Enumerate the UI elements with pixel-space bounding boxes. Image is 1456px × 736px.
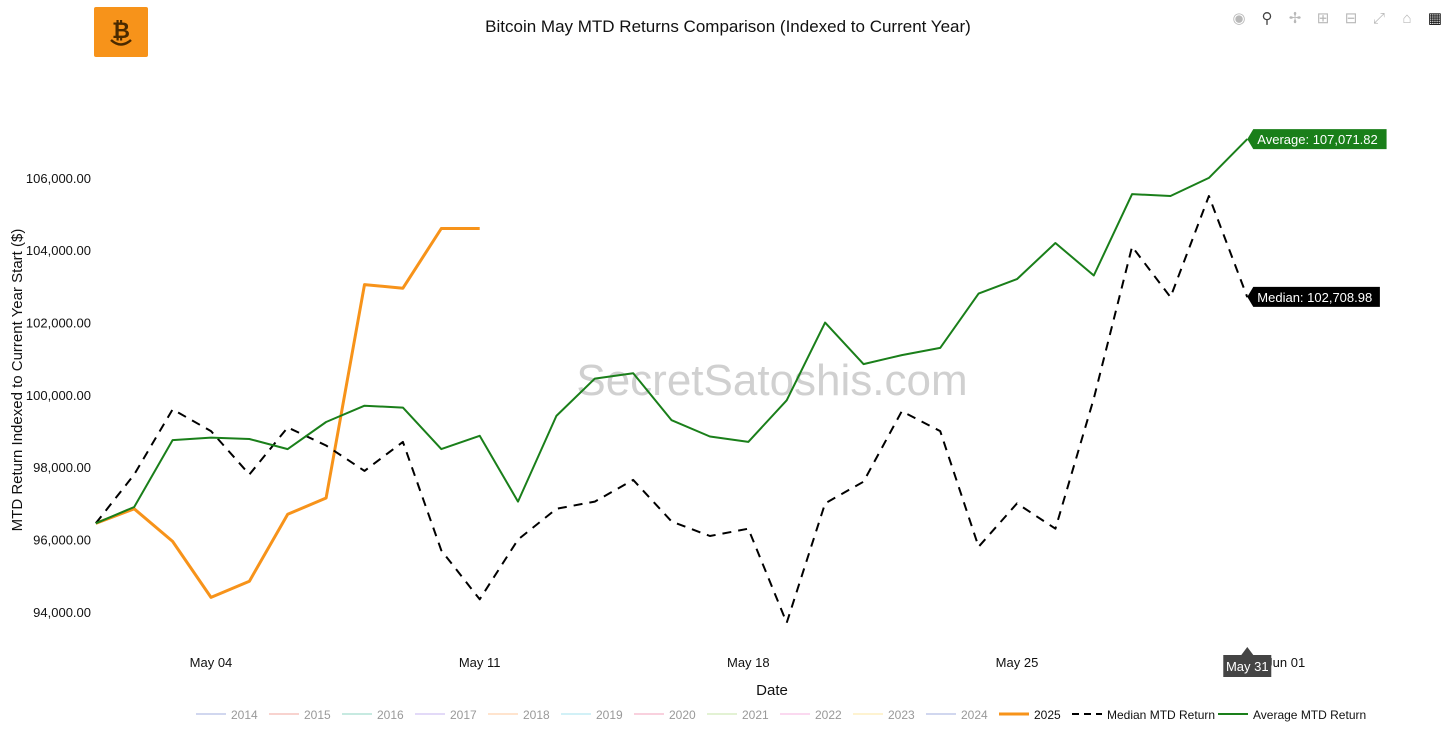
x-hover-label: May 31 bbox=[1223, 647, 1272, 677]
end-value-label-text: Median: 102,708.98 bbox=[1257, 290, 1372, 305]
plot-area bbox=[95, 138, 1249, 624]
x-tick-label: May 18 bbox=[727, 655, 770, 670]
legend: 2014 2015 2016 2017 2018 2019 2020 2021 2022 2023… bbox=[196, 708, 1366, 722]
series-line-2025[interactable] bbox=[95, 227, 480, 599]
legend-item[interactable]: 2019 bbox=[561, 708, 623, 722]
legend-item[interactable]: 2018 bbox=[488, 708, 550, 722]
legend-label: Average MTD Return bbox=[1253, 708, 1366, 722]
watermark: SecretSatoshis.com bbox=[576, 356, 967, 405]
legend-item[interactable]: 2023 bbox=[853, 708, 915, 722]
autoscale-icon[interactable]: ⤢ bbox=[1372, 10, 1385, 27]
chart-title: Bitcoin May MTD Returns Comparison (Inde… bbox=[485, 17, 971, 36]
legend-item[interactable]: 2014 bbox=[196, 708, 258, 722]
legend-item[interactable]: 2021 bbox=[707, 708, 769, 722]
legend-item[interactable]: 2025 bbox=[999, 708, 1061, 722]
chart-toolbar: ◉ ⚲ ✢ ⊞ ⊟ ⤢ ⌂ ▦ bbox=[1230, 10, 1444, 28]
legend-label: 2015 bbox=[304, 708, 331, 722]
y-tick-label: 98,000.00 bbox=[33, 460, 91, 475]
legend-item[interactable]: 2024 bbox=[926, 708, 988, 722]
x-axis: May 04 May 11 May 18 May 25 Jun 01 bbox=[190, 655, 1306, 670]
zoom-icon[interactable]: ⚲ bbox=[1261, 10, 1273, 27]
zoom-in-icon[interactable]: ⊞ bbox=[1316, 10, 1330, 27]
legend-label: Median MTD Return bbox=[1107, 708, 1215, 722]
legend-item[interactable]: 2016 bbox=[342, 708, 404, 722]
x-tick-label: May 04 bbox=[190, 655, 233, 670]
y-tick-label: 96,000.00 bbox=[33, 533, 91, 548]
series-line-median-mtd-return[interactable] bbox=[95, 195, 1249, 624]
y-axis: 94,000.00 96,000.00 98,000.00 100,000.00 102… bbox=[26, 171, 91, 620]
y-tick-label: 102,000.00 bbox=[26, 316, 91, 331]
annotations: Average: 107,071.82 Median: 102,708.98 May… bbox=[1223, 129, 1387, 677]
legend-label: 2017 bbox=[450, 708, 477, 722]
legend-label: 2014 bbox=[231, 708, 258, 722]
legend-label: 2022 bbox=[815, 708, 842, 722]
x-tick-label: May 25 bbox=[996, 655, 1039, 670]
end-value-label-box bbox=[1247, 129, 1387, 150]
legend-label: 2025 bbox=[1034, 708, 1061, 722]
y-tick-label: 100,000.00 bbox=[26, 388, 91, 403]
legend-item[interactable]: Median MTD Return bbox=[1072, 708, 1215, 722]
legend-item[interactable]: Average MTD Return bbox=[1218, 708, 1366, 722]
x-tick-label: May 11 bbox=[459, 655, 501, 670]
legend-label: 2020 bbox=[669, 708, 696, 722]
x-tick-label: Jun 01 bbox=[1266, 655, 1305, 670]
legend-label: 2018 bbox=[523, 708, 550, 722]
legend-label: 2019 bbox=[596, 708, 623, 722]
x-axis-label: Date bbox=[756, 682, 788, 699]
legend-item[interactable]: 2020 bbox=[634, 708, 696, 722]
home-icon[interactable]: ⌂ bbox=[1402, 10, 1412, 27]
end-value-label-box bbox=[1247, 286, 1380, 307]
legend-label: 2021 bbox=[742, 708, 769, 722]
end-value-label: Median: 102,708.98 bbox=[1247, 286, 1380, 307]
legend-label: 2016 bbox=[377, 708, 404, 722]
legend-label: 2023 bbox=[888, 708, 915, 722]
bitcoin-logo-icon: ₿ bbox=[110, 19, 132, 46]
y-axis-label: MTD Return Indexed to Current Year Start… bbox=[9, 229, 26, 532]
x-hover-label-text: May 31 bbox=[1226, 659, 1269, 674]
series-line-average-mtd-return[interactable] bbox=[95, 138, 1249, 525]
camera-icon[interactable]: ◉ bbox=[1232, 10, 1246, 27]
pan-icon[interactable]: ✢ bbox=[1288, 10, 1302, 27]
y-tick-label: 106,000.00 bbox=[26, 171, 91, 186]
svg-text:₿: ₿ bbox=[112, 19, 130, 44]
end-value-label: Average: 107,071.82 bbox=[1247, 129, 1387, 150]
bitcoin-logo: ₿ bbox=[94, 7, 148, 57]
legend-item[interactable]: 2015 bbox=[269, 708, 331, 722]
legend-item[interactable]: 2022 bbox=[780, 708, 842, 722]
plotly-logo-icon[interactable]: ▦ bbox=[1427, 10, 1443, 27]
legend-label: 2024 bbox=[961, 708, 988, 722]
legend-item[interactable]: 2017 bbox=[415, 708, 477, 722]
x-hover-label-box bbox=[1223, 647, 1272, 677]
y-tick-label: 104,000.00 bbox=[26, 243, 91, 258]
zoom-out-icon[interactable]: ⊟ bbox=[1344, 10, 1358, 27]
end-value-label-text: Average: 107,071.82 bbox=[1257, 132, 1377, 147]
y-tick-label: 94,000.00 bbox=[33, 605, 91, 620]
